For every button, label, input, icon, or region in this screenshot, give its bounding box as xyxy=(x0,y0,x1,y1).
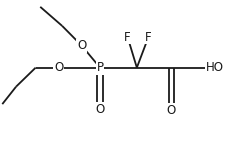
Text: O: O xyxy=(77,39,86,52)
Text: O: O xyxy=(95,103,104,116)
Text: F: F xyxy=(124,31,130,44)
Text: O: O xyxy=(54,61,63,74)
Text: P: P xyxy=(96,61,103,74)
Text: O: O xyxy=(166,104,175,117)
Text: F: F xyxy=(144,31,151,44)
Text: HO: HO xyxy=(205,61,223,74)
